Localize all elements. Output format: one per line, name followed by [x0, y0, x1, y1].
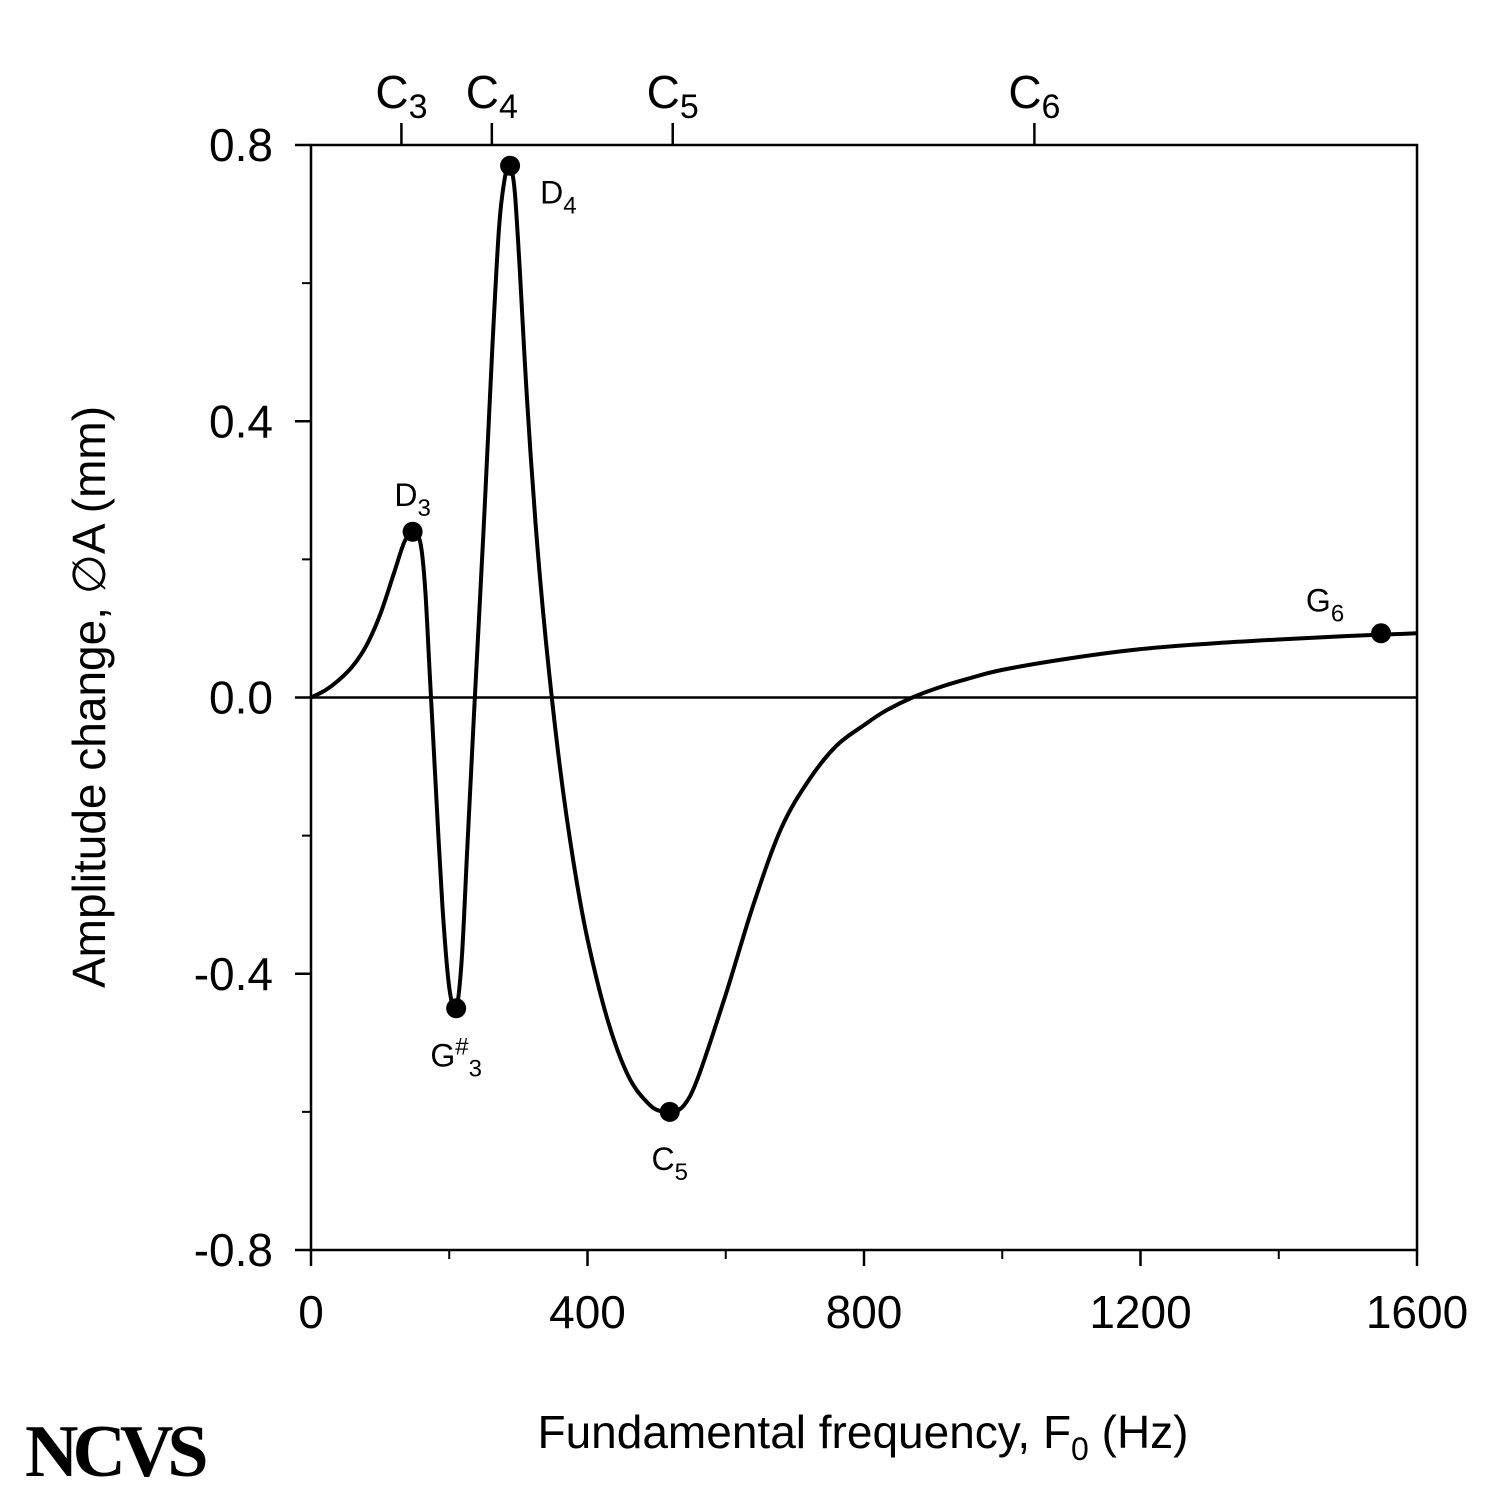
data-point [500, 155, 521, 176]
point-label-base: C [652, 1141, 675, 1177]
top-note-base: C [375, 66, 408, 118]
x-tick-label: 0 [298, 1286, 324, 1338]
top-note-sub: 3 [409, 88, 428, 126]
top-note-base: C [466, 66, 499, 118]
data-point [659, 1101, 680, 1122]
top-note-label: C6 [1008, 66, 1060, 126]
point-label-sup: # [455, 1033, 469, 1060]
x-tick-label: 400 [549, 1286, 626, 1338]
point-label-sub: 3 [469, 1055, 482, 1082]
top-note-base: C [647, 66, 680, 118]
point-label-sub: 3 [417, 495, 430, 522]
x-axis: 0 400 800 1200 1600 [298, 1250, 1468, 1338]
x-tick-label: 800 [826, 1286, 903, 1338]
top-note-label: C4 [466, 66, 518, 126]
top-note-axis: C3 C4 C5 C6 [375, 66, 1060, 145]
point-label-base: G [430, 1037, 455, 1073]
y-tick-label: 0.4 [209, 395, 273, 447]
y-tick-label: -0.8 [194, 1224, 273, 1276]
ncvs-logo: NCVS [25, 1411, 206, 1493]
top-note-sub: 4 [499, 88, 518, 126]
point-label: D4 [540, 175, 576, 220]
point-label-sub: 4 [563, 193, 576, 220]
point-label-sub: 5 [675, 1159, 688, 1186]
x-tick-label: 1600 [1366, 1286, 1468, 1338]
top-note-label: C5 [647, 66, 699, 126]
point-label-base: G [1306, 582, 1331, 618]
data-point [1371, 623, 1392, 644]
series-group [310, 162, 1418, 1115]
point-label: G6 [1306, 582, 1344, 627]
point-label: G#3 [430, 1033, 482, 1082]
y-tick-label: -0.4 [194, 948, 273, 1000]
point-label-sub: 6 [1331, 600, 1344, 627]
x-axis-title-unit: (Hz) [1089, 1406, 1189, 1458]
x-axis-title-main: Fundamental frequency, F [538, 1406, 1072, 1458]
point-label: D3 [394, 477, 430, 522]
top-note-sub: 6 [1042, 88, 1061, 126]
top-note-label: C3 [375, 66, 427, 126]
point-label-base: D [540, 175, 563, 211]
data-point [402, 521, 423, 542]
point-label-base: D [394, 477, 417, 513]
y-axis: -0.8 -0.4 0.0 0.4 0.8 [194, 119, 311, 1276]
top-note-sub: 5 [680, 88, 699, 126]
y-axis-title: Amplitude change, ∅A (mm) [63, 406, 115, 988]
series-line [310, 162, 1418, 1115]
y-tick-label: 0.8 [209, 119, 273, 171]
x-axis-title-sub: 0 [1071, 1431, 1089, 1467]
x-axis-title: Fundamental frequency, F0 (Hz) [538, 1406, 1189, 1467]
y-tick-label: 0.0 [209, 672, 273, 724]
point-label: C5 [652, 1141, 688, 1186]
plot-frame [309, 143, 1419, 1252]
top-note-base: C [1008, 66, 1041, 118]
x-tick-label: 1200 [1089, 1286, 1191, 1338]
data-point [446, 998, 467, 1019]
